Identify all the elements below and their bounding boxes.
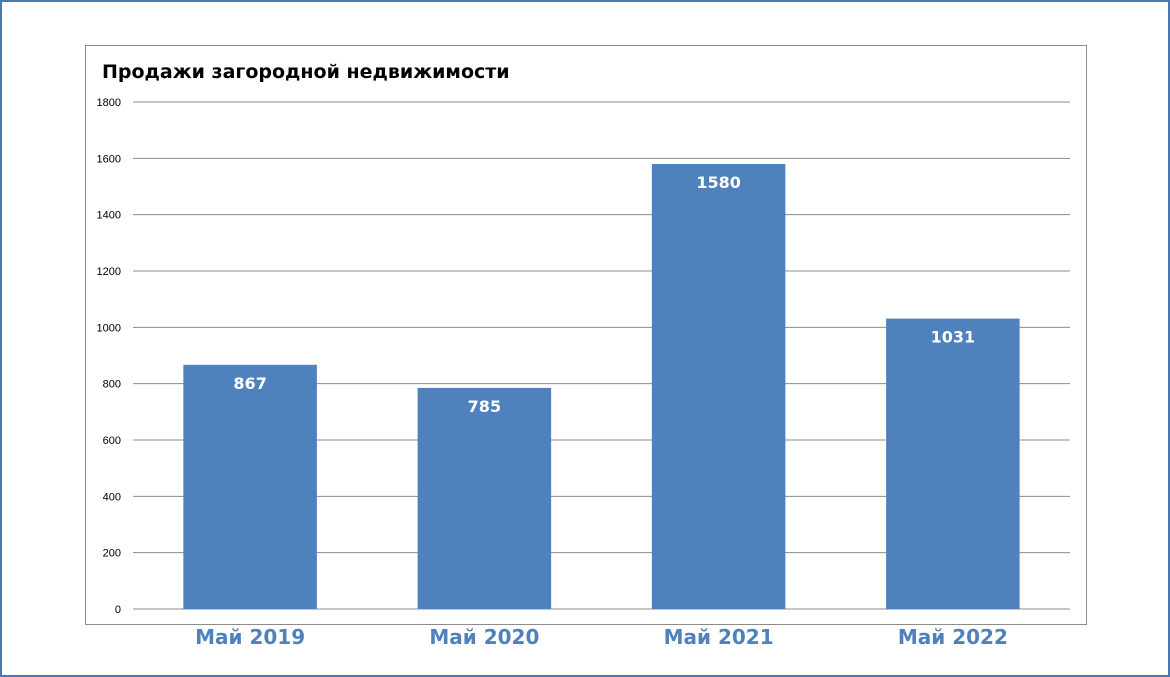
category-label: Май 2019	[195, 625, 305, 649]
y-tick-label: 600	[103, 435, 121, 447]
bar	[886, 318, 1020, 609]
category-label: Май 2022	[898, 625, 1008, 649]
category-label: Май 2021	[664, 625, 774, 649]
bar-value-label: 1031	[931, 328, 976, 347]
data-labels: 867 785 1580 1031	[233, 173, 975, 416]
y-tick-label: 400	[103, 491, 121, 503]
y-tick-label: 1600	[97, 153, 121, 165]
bar	[417, 387, 552, 609]
bar-value-label: 785	[468, 397, 501, 416]
y-axis-ticks: 0 200 400 600 800 1000 1200 1400 1600 1800	[97, 97, 121, 616]
bar-value-label: 1580	[696, 173, 741, 192]
chart-title: Продажи загородной недвижимости	[102, 61, 510, 83]
y-tick-label: 1800	[97, 97, 121, 109]
y-tick-label: 0	[115, 604, 121, 616]
y-tick-label: 200	[103, 548, 121, 560]
category-label: Май 2020	[429, 625, 539, 649]
bars	[183, 163, 1020, 609]
y-tick-label: 1400	[97, 210, 121, 222]
bar-value-label: 867	[233, 374, 266, 393]
y-tick-label: 1000	[97, 322, 121, 334]
y-tick-label: 800	[103, 379, 121, 391]
x-axis-categories: Май 2019 Май 2020 Май 2021 Май 2022	[195, 625, 1008, 649]
bar	[183, 364, 317, 609]
y-tick-label: 1200	[97, 266, 121, 278]
bar	[651, 163, 786, 609]
